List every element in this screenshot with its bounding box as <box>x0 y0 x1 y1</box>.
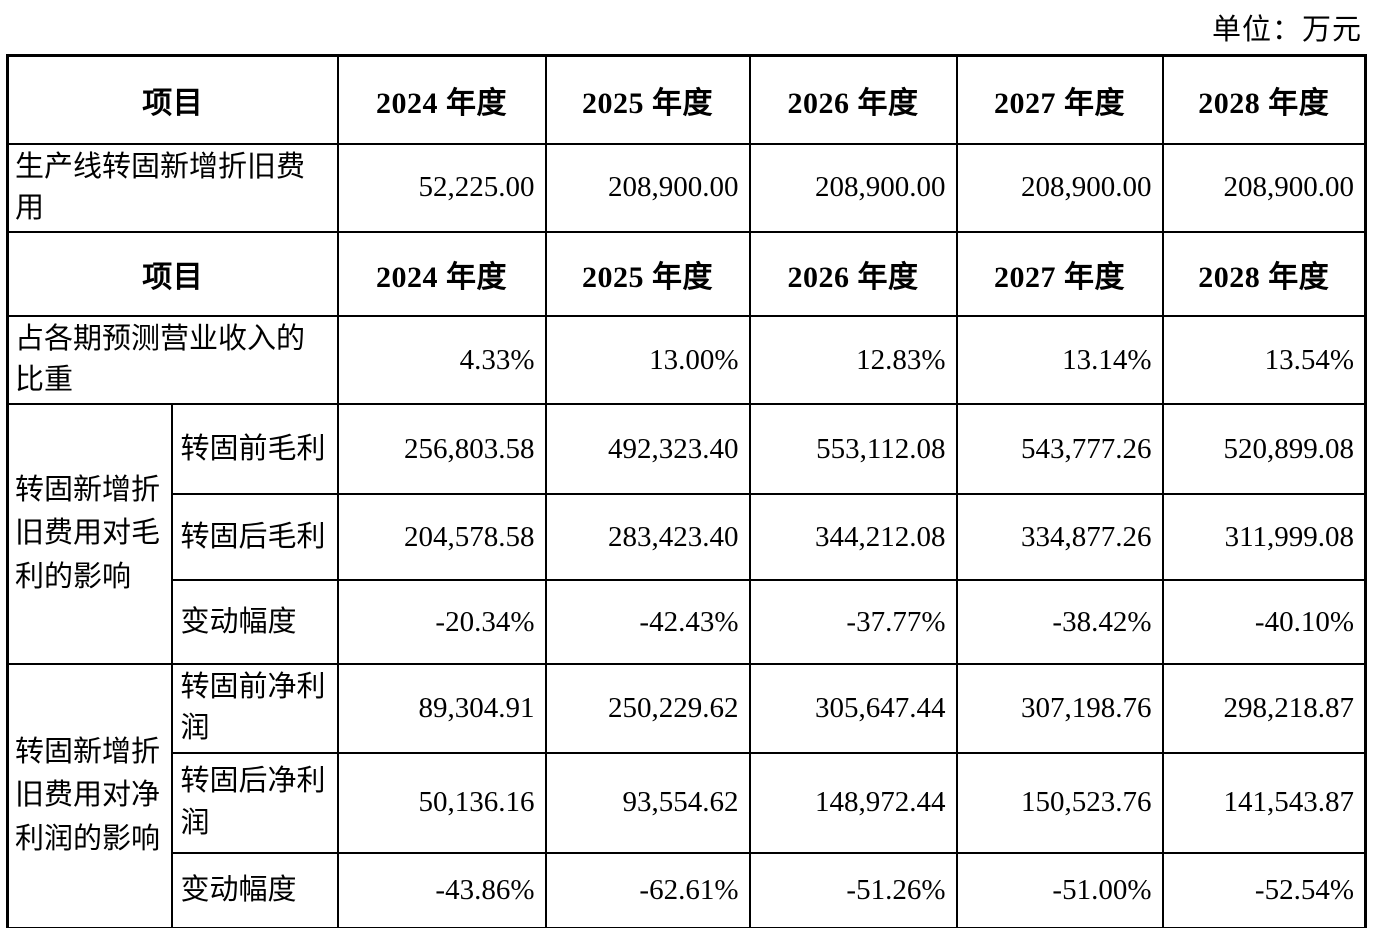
group-label-gross-profit: 转固新增折旧费用对毛利的影响 <box>6 403 173 666</box>
header-cell-2026: 2026 年度 <box>748 230 958 317</box>
header-cell-2025: 2025 年度 <box>544 54 751 145</box>
value-cell: -51.00% <box>955 851 1164 928</box>
value-cell: 208,900.00 <box>544 142 751 233</box>
net-profit-change-row: 变动幅度 -43.86% -62.61% -51.26% -51.00% -52… <box>8 851 1367 928</box>
value-cell: 93,554.62 <box>544 751 751 854</box>
sub-label-cell: 转固前毛利 <box>170 403 339 496</box>
group-label-net-profit: 转固新增折旧费用对净利润的影响 <box>6 663 173 928</box>
value-cell: 150,523.76 <box>955 751 1164 854</box>
value-cell: 208,900.00 <box>748 142 958 233</box>
gross-profit-change-row: 变动幅度 -20.34% -42.43% -37.77% -38.42% -40… <box>8 579 1367 666</box>
sub-label-cell: 转固后净利润 <box>170 751 339 854</box>
sub-label-cell: 变动幅度 <box>170 851 339 928</box>
net-profit-after-row: 转固后净利润 50,136.16 93,554.62 148,972.44 15… <box>8 751 1367 854</box>
table1-header-row: 项目 2024 年度 2025 年度 2026 年度 2027 年度 2028 … <box>6 54 1367 145</box>
value-cell: 4.33% <box>336 314 547 406</box>
sub-label-cell: 变动幅度 <box>170 579 339 666</box>
revenue-ratio-row: 占各期预测营业收入的比重 4.33% 13.00% 12.83% 13.14% … <box>6 314 1367 406</box>
value-cell: 50,136.16 <box>336 751 547 854</box>
value-cell: 208,900.00 <box>1161 142 1367 233</box>
gross-profit-after-row: 转固后毛利 204,578.58 283,423.40 344,212.08 3… <box>8 493 1367 582</box>
header-cell-2027: 2027 年度 <box>955 54 1164 145</box>
value-cell: 553,112.08 <box>748 403 958 496</box>
value-cell: 520,899.08 <box>1161 403 1367 496</box>
value-cell: 492,323.40 <box>544 403 751 496</box>
header-cell-2026: 2026 年度 <box>748 54 958 145</box>
table2-header-row: 项目 2024 年度 2025 年度 2026 年度 2027 年度 2028 … <box>6 230 1367 317</box>
value-cell: 13.00% <box>544 314 751 406</box>
value-cell: -20.34% <box>336 579 547 666</box>
header-cell-2028: 2028 年度 <box>1161 230 1367 317</box>
value-cell: 298,218.87 <box>1161 663 1367 754</box>
net-profit-before-row: 转固新增折旧费用对净利润的影响 转固前净利润 89,304.91 250,229… <box>6 663 1367 928</box>
gross-profit-before-row: 转固新增折旧费用对毛利的影响 转固前毛利 256,803.58 492,323.… <box>6 403 1367 666</box>
value-cell: -52.54% <box>1161 851 1367 928</box>
header-cell-2027: 2027 年度 <box>955 230 1164 317</box>
value-cell: 311,999.08 <box>1161 493 1367 582</box>
header-cell-2024: 2024 年度 <box>336 54 547 145</box>
depreciation-amount-row: 生产线转固新增折旧费用 52,225.00 208,900.00 208,900… <box>6 142 1367 233</box>
value-cell: 208,900.00 <box>955 142 1164 233</box>
value-cell: -42.43% <box>544 579 751 666</box>
value-cell: 13.14% <box>955 314 1164 406</box>
value-cell: -51.26% <box>748 851 958 928</box>
value-cell: 141,543.87 <box>1161 751 1367 854</box>
header-cell-2024: 2024 年度 <box>336 230 547 317</box>
value-cell: 283,423.40 <box>544 493 751 582</box>
value-cell: 13.54% <box>1161 314 1367 406</box>
header-cell-2025: 2025 年度 <box>544 230 751 317</box>
value-cell: -38.42% <box>955 579 1164 666</box>
sub-label-cell: 转固后毛利 <box>170 493 339 582</box>
header-cell-item: 项目 <box>6 54 339 145</box>
unit-label: 单位：万元 <box>1211 14 1362 46</box>
depreciation-impact-table: 项目 2024 年度 2025 年度 2026 年度 2027 年度 2028 … <box>6 54 1367 928</box>
value-cell: 52,225.00 <box>336 142 547 233</box>
value-cell: 305,647.44 <box>748 663 958 754</box>
value-cell: 543,777.26 <box>955 403 1164 496</box>
value-cell: -37.77% <box>748 579 958 666</box>
value-cell: -62.61% <box>544 851 751 928</box>
value-cell: 148,972.44 <box>748 751 958 854</box>
value-cell: 12.83% <box>748 314 958 406</box>
header-cell-item: 项目 <box>6 230 339 317</box>
header-cell-2028: 2028 年度 <box>1161 54 1367 145</box>
value-cell: 250,229.62 <box>544 663 751 754</box>
value-cell: 344,212.08 <box>748 493 958 582</box>
value-cell: 334,877.26 <box>955 493 1164 582</box>
row-label-cell: 占各期预测营业收入的比重 <box>6 314 339 406</box>
value-cell: 89,304.91 <box>336 663 547 754</box>
row-label-cell: 生产线转固新增折旧费用 <box>6 142 339 233</box>
value-cell: -40.10% <box>1161 579 1367 666</box>
value-cell: -43.86% <box>336 851 547 928</box>
value-cell: 204,578.58 <box>336 493 547 582</box>
sub-label-cell: 转固前净利润 <box>170 663 339 754</box>
value-cell: 256,803.58 <box>336 403 547 496</box>
value-cell: 307,198.76 <box>955 663 1164 754</box>
